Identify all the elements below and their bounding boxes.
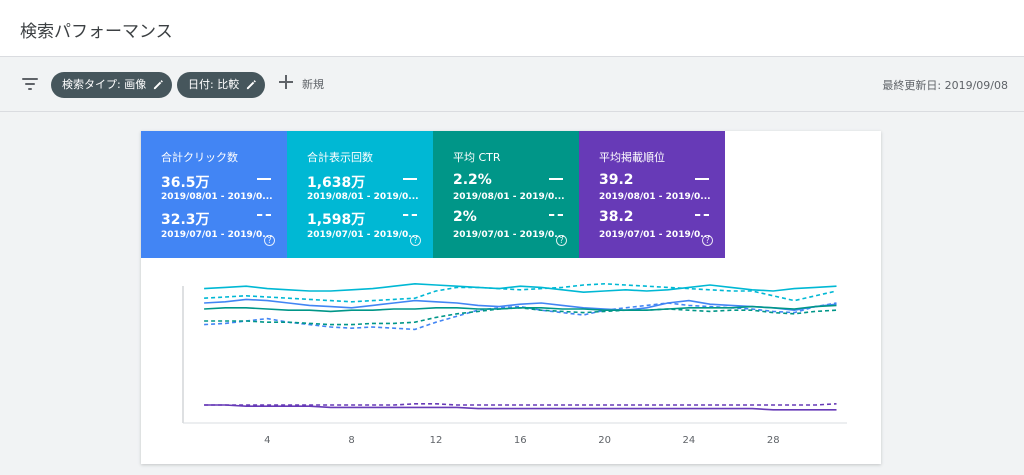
search-type-chip-label: 検索タイプ: 画像 — [62, 78, 147, 91]
metric-tile-impressions[interactable]: 合計表示回数 1,638万 2019/08/01 - 2019/0... 1,5… — [287, 131, 433, 258]
metric-label: 平均掲載順位 — [599, 151, 665, 164]
metric-tile-ctr[interactable]: 平均 CTR 2.2% 2019/08/01 - 2019/0... 2% 20… — [433, 131, 579, 258]
metric-range-previous: 2019/07/01 - 2019/0... — [307, 230, 419, 240]
metric-label: 合計クリック数 — [161, 151, 238, 164]
metric-value-previous: 38.2 — [599, 209, 634, 225]
help-icon[interactable]: ? — [410, 235, 421, 246]
metric-value-current: 1,638万 — [307, 175, 366, 191]
search-type-chip[interactable]: 検索タイプ: 画像 — [51, 72, 173, 98]
help-icon[interactable]: ? — [556, 235, 567, 246]
add-filter-button[interactable]: 新規 — [302, 78, 324, 91]
add-icon[interactable] — [279, 75, 293, 89]
metric-range-current: 2019/08/01 - 2019/0... — [161, 192, 273, 202]
help-icon[interactable]: ? — [264, 235, 275, 246]
filter-icon[interactable] — [22, 77, 38, 91]
dashed-line-legend — [257, 214, 271, 216]
metric-tile-position[interactable]: 平均掲載順位 39.2 2019/08/01 - 2019/0... 38.2 … — [579, 131, 725, 258]
metric-value-current: 39.2 — [599, 172, 634, 188]
metric-value-current: 36.5万 — [161, 175, 210, 191]
metric-range-current: 2019/08/01 - 2019/0... — [599, 192, 711, 202]
solid-line-legend — [695, 178, 709, 180]
metric-range-current: 2019/08/01 - 2019/0... — [307, 192, 419, 202]
metric-range-previous: 2019/07/01 - 2019/0... — [453, 230, 565, 240]
page-title: 検索パフォーマンス — [20, 22, 173, 42]
metric-tile-clicks[interactable]: 合計クリック数 36.5万 2019/08/01 - 2019/0... 32.… — [141, 131, 287, 258]
metric-label: 合計表示回数 — [307, 151, 373, 164]
metric-label: 平均 CTR — [453, 151, 501, 164]
metric-range-previous: 2019/07/01 - 2019/0... — [161, 230, 273, 240]
metric-range-current: 2019/08/01 - 2019/0... — [453, 192, 565, 202]
metric-range-previous: 2019/07/01 - 2019/0... — [599, 230, 711, 240]
last-updated: 最終更新日: 2019/09/08 — [882, 79, 1008, 92]
performance-card: 合計クリック数 36.5万 2019/08/01 - 2019/0... 32.… — [141, 131, 881, 464]
page-header: 検索パフォーマンス — [0, 0, 1024, 57]
metric-value-previous: 1,598万 — [307, 212, 366, 228]
dashed-line-legend — [695, 214, 709, 216]
dashed-line-legend — [549, 214, 563, 216]
solid-line-legend — [549, 178, 563, 180]
edit-pencil-icon[interactable] — [246, 79, 257, 90]
edit-pencil-icon[interactable] — [153, 79, 164, 90]
dashed-line-legend — [403, 214, 417, 216]
metric-value-current: 2.2% — [453, 172, 492, 188]
help-icon[interactable]: ? — [702, 235, 713, 246]
date-chip-label: 日付: 比較 — [188, 78, 240, 91]
metric-value-previous: 32.3万 — [161, 212, 210, 228]
metric-value-previous: 2% — [453, 209, 477, 225]
solid-line-legend — [403, 178, 417, 180]
solid-line-legend — [257, 178, 271, 180]
date-chip[interactable]: 日付: 比較 — [177, 72, 266, 98]
